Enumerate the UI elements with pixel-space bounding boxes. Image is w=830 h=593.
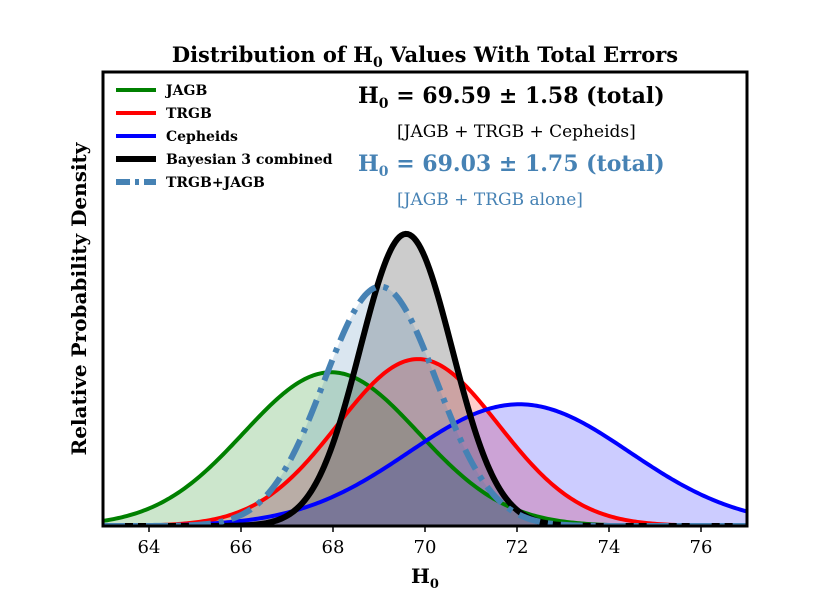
x-tick-label-76: 76: [690, 537, 713, 558]
x-tick-label-68: 68: [322, 537, 345, 558]
annotation-alone-note: [JAGB + TRGB alone]: [397, 190, 583, 210]
y-axis-label: Relative Probability Density: [67, 141, 91, 455]
curves-group: [103, 230, 747, 526]
x-axis-label: H0: [411, 564, 439, 592]
x-tick-label-70: 70: [414, 537, 437, 558]
x-tick-label-66: 66: [230, 537, 253, 558]
x-tick-label-72: 72: [506, 537, 529, 558]
area-cepheids: [103, 404, 747, 526]
legend-label-trgb-jagb: TRGB+JAGB: [166, 175, 265, 191]
area-bayesian-3-combined: [103, 233, 747, 526]
annotation-alone-value: H0 = 69.03 ± 1.75 (total): [358, 151, 665, 180]
area-trgb-jagb: [103, 286, 747, 526]
chart-title: Distribution of H0 Values With Total Err…: [172, 42, 678, 71]
x-tick-label-64: 64: [138, 537, 161, 558]
legend: JAGB TRGB Cepheids Bayesian 3 combined TRGB+…: [116, 83, 333, 191]
legend-label-bayesian-3-combined: Bayesian 3 combined: [166, 152, 333, 168]
annotation-combined-value: H0 = 69.59 ± 1.58 (total): [358, 83, 665, 112]
annotation-combined-note: [JAGB + TRGB + Cepheids]: [397, 122, 636, 142]
x-tick-label-74: 74: [598, 537, 621, 558]
line-trgb: [103, 357, 747, 526]
legend-label-cepheids: Cepheids: [166, 129, 238, 145]
x-axis-ticks: 64 66 68 70 72 74 76: [138, 526, 713, 558]
legend-label-jagb: JAGB: [164, 83, 207, 99]
legend-label-trgb: TRGB: [166, 106, 212, 122]
line-trgb-jagb: [103, 283, 747, 526]
area-jagb: [103, 372, 747, 526]
